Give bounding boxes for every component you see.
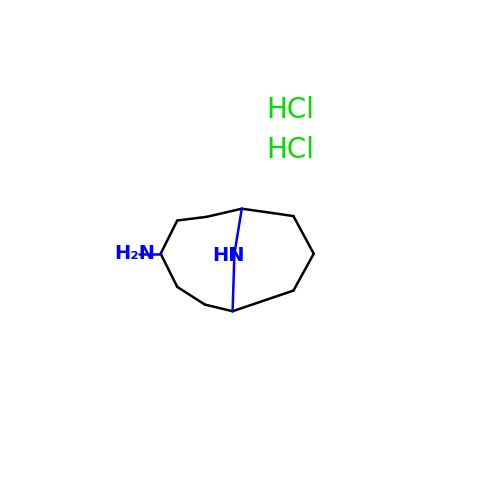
Text: H₂N: H₂N bbox=[114, 244, 156, 263]
Text: HCl: HCl bbox=[266, 96, 314, 124]
Text: HN: HN bbox=[212, 246, 245, 265]
Text: HCl: HCl bbox=[266, 137, 314, 164]
